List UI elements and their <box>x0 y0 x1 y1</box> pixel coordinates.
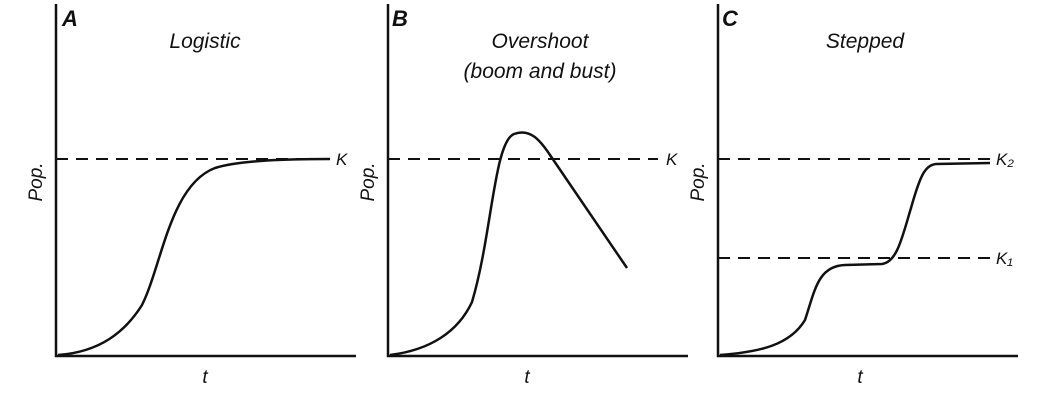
y-label: Pop. <box>26 162 47 201</box>
line-label: K <box>336 150 348 169</box>
population-curve <box>719 161 991 357</box>
axes <box>54 4 356 358</box>
panel-title: Stepped <box>826 30 906 53</box>
axes <box>386 4 688 358</box>
panel-title: Logistic <box>169 30 241 53</box>
panel-title: Overshoot <box>492 30 590 53</box>
panel-letter: B <box>392 6 408 31</box>
x-label: t <box>857 367 863 388</box>
y-label: Pop. <box>688 162 709 201</box>
panel-letter: C <box>722 6 739 31</box>
panel-b: B Overshoot (boom and bust) Pop. t K <box>358 4 688 388</box>
panel-letter: A <box>61 6 78 31</box>
line-label: K <box>666 150 678 169</box>
population-curve <box>57 157 331 357</box>
x-label: t <box>524 367 530 388</box>
line-label: K₁ <box>996 249 1013 268</box>
panel-a: A Logistic Pop. t K <box>26 4 356 388</box>
panel-c: C Stepped Pop. t K₂ K₁ <box>688 4 1018 388</box>
line-label: K₂ <box>996 150 1014 169</box>
axes <box>716 4 1018 358</box>
population-curve <box>389 131 629 357</box>
y-label: Pop. <box>358 162 379 201</box>
panel-title: (boom and bust) <box>464 60 617 83</box>
x-label: t <box>202 367 208 388</box>
